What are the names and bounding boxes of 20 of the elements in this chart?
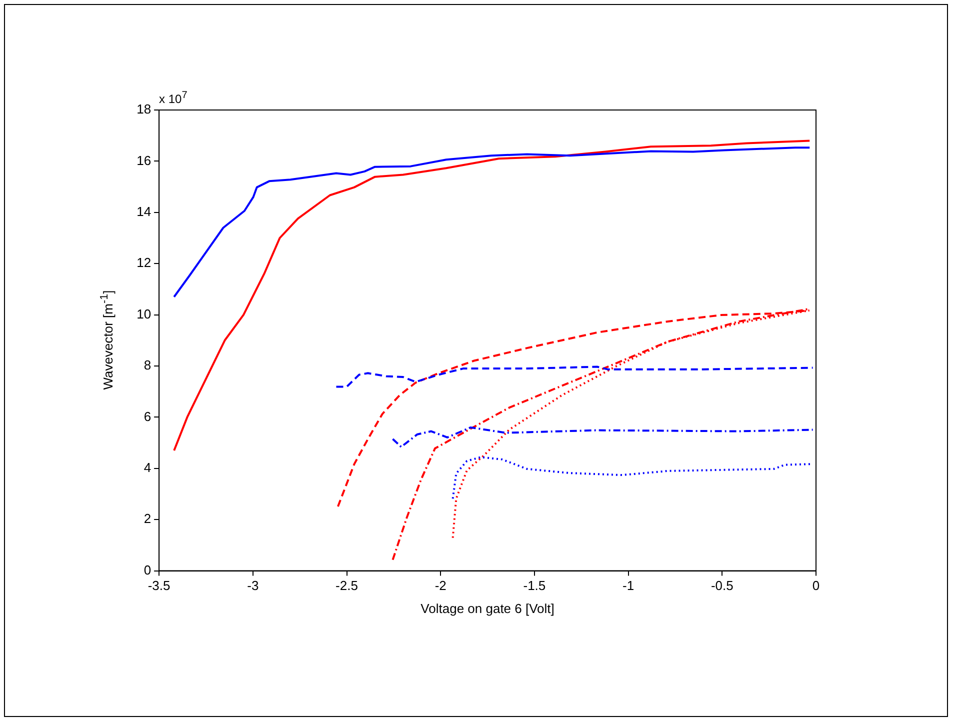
y-tick-label: 2	[144, 511, 152, 526]
x-tick-label: -3.5	[148, 578, 170, 594]
x-tick-label: -3	[247, 578, 259, 594]
x-tick-label: -0.5	[710, 578, 734, 594]
y-tick-label: 6	[144, 408, 152, 424]
x-tick-label: -2	[434, 578, 446, 594]
y-tick-label: 10	[136, 306, 152, 322]
y-tick-label: 12	[136, 255, 152, 270]
x-tick-label: 0	[812, 578, 820, 594]
x-axis-title: Voltage on gate 6 [Volt]	[420, 600, 554, 616]
x-tick-label: -2.5	[336, 578, 358, 594]
y-tick-label: 4	[144, 460, 152, 475]
text: x 10$^{7}$	[159, 90, 188, 106]
y-tick-label: 14	[136, 204, 152, 219]
y-tick-label: 18	[136, 102, 152, 117]
y-tick-label: 0	[144, 562, 152, 578]
x-tick-label: -1.5	[523, 578, 546, 594]
y-tick-label: 8	[144, 358, 152, 373]
x-tick-label: -1	[622, 578, 634, 594]
y-tick-label: 16	[136, 152, 152, 168]
